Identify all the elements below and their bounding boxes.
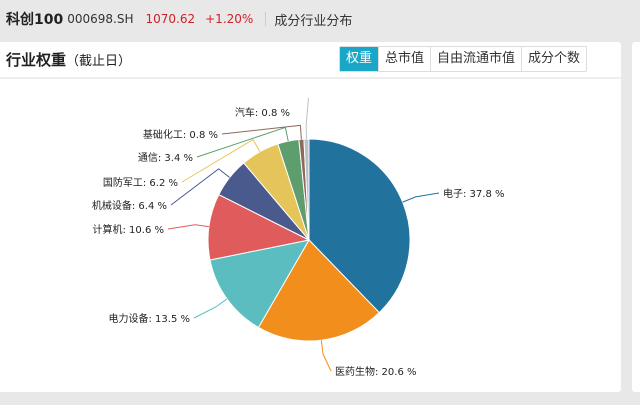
index-header: 科创100 000698.SH 1070.62 +1.20% 成分行业分布 [6, 9, 352, 29]
slice-label: 基础化工: 0.8 % [143, 128, 218, 141]
tab-free-float-market-value[interactable]: 自由流通市值 [430, 47, 521, 71]
label-line-1 [320, 340, 332, 372]
slice-label: 电子: 37.8 % [443, 187, 505, 200]
pie-slice-0[interactable] [308, 138, 411, 314]
divider [265, 12, 267, 26]
label-line-4 [170, 168, 230, 206]
pie-slice-1[interactable] [257, 239, 380, 342]
index-price: 1070.62 [145, 12, 196, 26]
tab-weight[interactable]: 权重 [340, 47, 379, 71]
slice-label: 通信: 3.4 % [138, 152, 193, 164]
card-subtitle: （截止日） [66, 54, 132, 69]
slice-label: 医药生物: 20.6 % [335, 365, 417, 378]
slice-label: 电力设备: 13.5 % [109, 312, 191, 325]
label-line-7 [221, 124, 302, 140]
card-divider [0, 77, 621, 79]
index-name: 科创100 [6, 12, 64, 28]
pie-slice-2[interactable] [209, 239, 310, 329]
card-title: 行业权重（截止日） [6, 49, 131, 70]
tab-constituent-count[interactable]: 成分个数 [521, 47, 586, 71]
label-line-3 [167, 224, 209, 230]
index-change: +1.20% [205, 12, 254, 26]
label-line-5 [181, 138, 261, 183]
side-card [632, 42, 640, 392]
slice-label: 汽车: 0.8 % [235, 106, 290, 119]
tab-total-market-value[interactable]: 总市值 [378, 47, 430, 71]
label-line-2 [193, 298, 228, 319]
slice-label: 国防军工: 6.2 % [103, 176, 178, 189]
metric-tabs: 权重 总市值 自由流通市值 成分个数 [339, 46, 588, 72]
slice-label: 机械设备: 6.4 % [92, 199, 167, 212]
pie-slice-3[interactable] [207, 193, 311, 261]
card-title-text: 行业权重 [6, 51, 67, 69]
section-title: 成分行业分布 [274, 13, 353, 29]
slice-label: 计算机: 10.6 % [93, 223, 165, 236]
label-line-8 [305, 97, 309, 140]
index-code: 000698.SH [67, 12, 134, 26]
label-line-0 [402, 192, 440, 203]
